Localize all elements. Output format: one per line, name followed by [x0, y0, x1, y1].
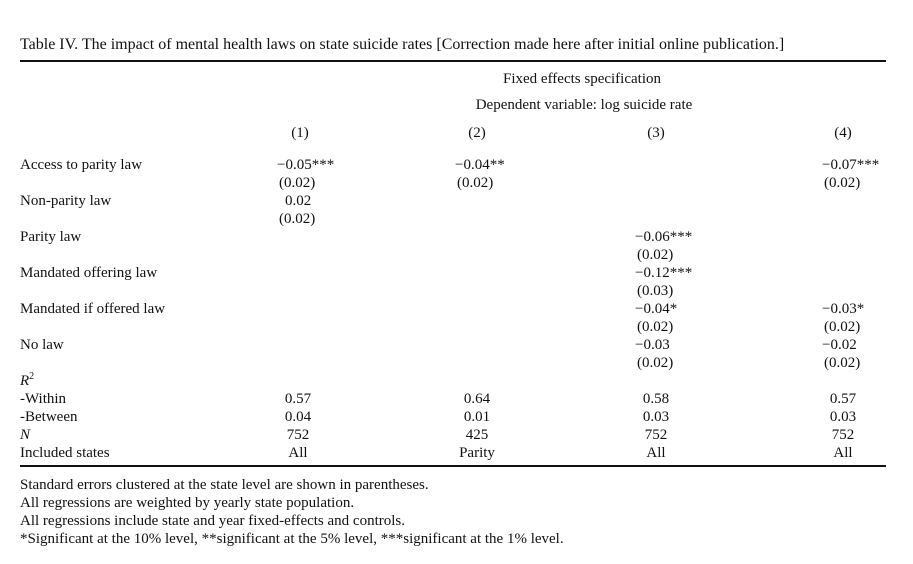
cell-n-c2: 425: [465, 427, 489, 443]
bottom-rule: [20, 465, 886, 467]
table-note-1: Standard errors clustered at the state l…: [20, 477, 429, 493]
column-header-2: (2): [468, 125, 486, 141]
row-label-r-squared: R2: [20, 372, 34, 390]
row-label-mandated-offering: Mandated offering law: [20, 265, 158, 281]
row-label-parity: Parity law: [20, 229, 82, 245]
row-label-n: N: [20, 426, 30, 444]
column-header-3: (3): [647, 125, 665, 141]
cell-between-c1: 0.04: [284, 409, 312, 425]
column-header-4: (4): [834, 125, 852, 141]
row-label-within: -Within: [20, 391, 67, 407]
cell-mandated-if-offered-c4-se: (0.02): [824, 319, 861, 335]
cell-included-c1: All: [288, 445, 308, 461]
row-label-included-states: Included states: [20, 445, 110, 461]
spec-header: Fixed effects specification: [503, 71, 661, 87]
cell-n-c1: 752: [286, 427, 310, 443]
table-caption: Table IV. The impact of mental health la…: [20, 36, 785, 53]
cell-no-law-c3: −0.03: [635, 337, 670, 353]
cell-mandated-if-offered-c4: −0.03*: [822, 301, 865, 317]
cell-within-c2: 0.64: [463, 391, 491, 407]
cell-parity-c3-se: (0.02): [637, 247, 674, 263]
cell-included-c2: Parity: [459, 445, 495, 461]
cell-within-c3: 0.58: [642, 391, 670, 407]
table-note-3: All regressions include state and year f…: [20, 513, 406, 529]
cell-non-parity-c1: 0.02: [285, 193, 312, 209]
top-rule: [20, 60, 886, 62]
n-symbol: N: [20, 427, 31, 443]
cell-parity-c3: −0.06***: [635, 229, 693, 245]
cell-no-law-c4: −0.02: [822, 337, 857, 353]
cell-mandated-offering-c3: −0.12***: [635, 265, 693, 281]
row-label-no-law: No law: [20, 337, 64, 353]
column-header-1: (1): [291, 125, 309, 141]
cell-within-c1: 0.57: [284, 391, 312, 407]
table-note-4: *Significant at the 10% level, **signifi…: [20, 531, 564, 547]
cell-between-c3: 0.03: [642, 409, 670, 425]
row-label-mandated-if-offered: Mandated if offered law: [20, 301, 166, 317]
cell-non-parity-c1-se: (0.02): [279, 211, 316, 227]
cell-no-law-c3-se: (0.02): [637, 355, 674, 371]
cell-access-parity-c4: −0.07***: [822, 157, 880, 173]
cell-access-parity-c1-se: (0.02): [279, 175, 316, 191]
cell-mandated-if-offered-c3-se: (0.02): [637, 319, 674, 335]
cell-between-c2: 0.01: [463, 409, 491, 425]
cell-access-parity-c2-se: (0.02): [457, 175, 494, 191]
row-label-non-parity: Non-parity law: [20, 193, 112, 209]
cell-n-c4: 752: [831, 427, 855, 443]
r-squared-symbol: R: [20, 373, 30, 389]
cell-between-c4: 0.03: [829, 409, 857, 425]
cell-access-parity-c2: −0.04**: [455, 157, 505, 173]
cell-access-parity-c1: −0.05***: [277, 157, 335, 173]
depvar-header: Dependent variable: log suicide rate: [475, 97, 693, 113]
cell-included-c4: All: [833, 445, 853, 461]
cell-mandated-offering-c3-se: (0.03): [637, 283, 674, 299]
table-note-2: All regressions are weighted by yearly s…: [20, 495, 355, 511]
row-label-access-parity: Access to parity law: [20, 157, 143, 173]
cell-included-c3: All: [646, 445, 666, 461]
r-squared-exponent: 2: [29, 371, 35, 382]
cell-within-c4: 0.57: [829, 391, 857, 407]
cell-mandated-if-offered-c3: −0.04*: [635, 301, 678, 317]
cell-no-law-c4-se: (0.02): [824, 355, 861, 371]
cell-n-c3: 752: [644, 427, 668, 443]
row-label-between: -Between: [20, 409, 78, 425]
cell-access-parity-c4-se: (0.02): [824, 175, 861, 191]
